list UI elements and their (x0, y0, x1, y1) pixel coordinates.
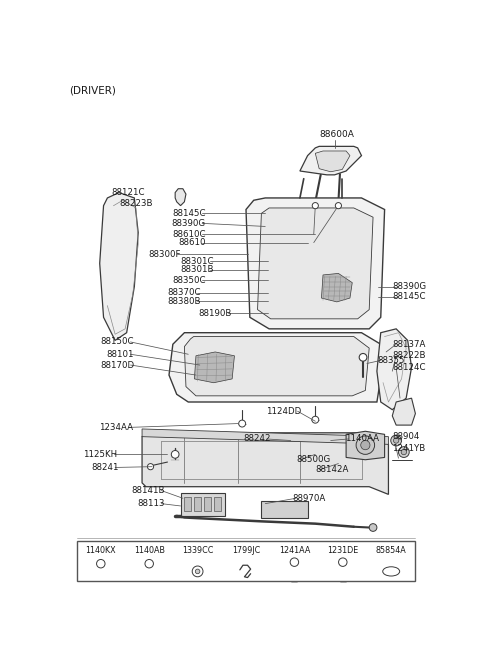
Polygon shape (184, 337, 369, 396)
Text: 1234AA: 1234AA (99, 423, 133, 432)
Polygon shape (377, 329, 411, 409)
Text: 1140KX: 1140KX (85, 546, 116, 555)
Circle shape (336, 202, 341, 209)
Polygon shape (175, 189, 186, 206)
Bar (193, 496, 201, 510)
Text: 88101: 88101 (107, 350, 134, 359)
Text: 88380B: 88380B (168, 297, 201, 306)
Polygon shape (315, 151, 350, 172)
Circle shape (338, 558, 347, 567)
Text: 1799JC: 1799JC (232, 546, 260, 555)
Text: 88390G: 88390G (392, 282, 426, 291)
Polygon shape (194, 352, 234, 383)
Circle shape (369, 523, 377, 531)
Circle shape (359, 354, 367, 361)
Text: 88970A: 88970A (292, 494, 325, 503)
Text: 88610C: 88610C (172, 230, 206, 238)
Text: 85854A: 85854A (376, 546, 407, 555)
Circle shape (398, 447, 409, 457)
Circle shape (145, 559, 154, 568)
Text: 88600A: 88600A (319, 130, 354, 139)
Polygon shape (346, 431, 384, 460)
Polygon shape (100, 193, 138, 341)
Text: 88500G: 88500G (296, 455, 330, 464)
Bar (180, 493, 225, 516)
Text: 88222B: 88222B (392, 351, 426, 360)
Circle shape (312, 416, 319, 423)
Text: 88904: 88904 (392, 432, 420, 441)
Circle shape (147, 464, 154, 470)
Circle shape (239, 420, 246, 427)
Circle shape (195, 569, 200, 574)
Text: 88124C: 88124C (392, 363, 426, 372)
Polygon shape (322, 273, 352, 302)
Text: 88355: 88355 (377, 356, 404, 365)
Circle shape (192, 566, 203, 577)
Bar (204, 496, 211, 510)
Text: 88301C: 88301C (180, 257, 214, 265)
Text: 88370C: 88370C (168, 288, 201, 297)
Text: 88242: 88242 (243, 434, 271, 443)
Text: 88190B: 88190B (199, 309, 232, 318)
Text: 88610: 88610 (179, 238, 206, 247)
Polygon shape (169, 333, 383, 402)
Text: 88170D: 88170D (100, 360, 134, 369)
Text: 1124DD: 1124DD (266, 407, 301, 416)
Text: 1140AA: 1140AA (345, 434, 379, 443)
Text: 1339CC: 1339CC (182, 546, 213, 555)
Text: 88121C: 88121C (111, 188, 145, 197)
Polygon shape (300, 146, 361, 175)
Circle shape (361, 441, 370, 450)
Text: 88301B: 88301B (180, 265, 214, 274)
Polygon shape (246, 198, 384, 329)
Text: 88223B: 88223B (119, 199, 153, 208)
Circle shape (401, 449, 407, 455)
Text: 88150C: 88150C (101, 337, 134, 346)
Text: 88142A: 88142A (315, 465, 348, 474)
Ellipse shape (383, 567, 400, 576)
Text: 88145C: 88145C (172, 209, 206, 218)
Circle shape (394, 438, 399, 443)
Text: (DRIVER): (DRIVER) (69, 86, 116, 96)
Text: 88141B: 88141B (132, 486, 165, 495)
Circle shape (290, 558, 299, 567)
Bar (262, 500, 308, 517)
Text: 88145C: 88145C (392, 292, 426, 301)
Circle shape (312, 202, 318, 209)
Polygon shape (142, 433, 388, 495)
Circle shape (171, 451, 179, 458)
Text: 88300F: 88300F (148, 250, 180, 259)
Circle shape (391, 435, 402, 446)
Circle shape (96, 559, 105, 568)
Text: 88241: 88241 (92, 463, 119, 472)
Text: 1241AA: 1241AA (279, 546, 310, 555)
Bar (184, 496, 191, 510)
Text: 1125KH: 1125KH (84, 450, 118, 459)
Text: 1241YB: 1241YB (392, 443, 426, 453)
Text: 88113: 88113 (138, 499, 165, 508)
Circle shape (356, 436, 374, 455)
Text: 1140AB: 1140AB (134, 546, 165, 555)
Text: 88390G: 88390G (172, 219, 206, 228)
Bar (214, 496, 221, 510)
Polygon shape (392, 398, 415, 425)
Text: 88137A: 88137A (392, 340, 426, 348)
Bar (77, 540, 415, 582)
Polygon shape (142, 429, 388, 444)
Text: 88350C: 88350C (172, 276, 206, 285)
Polygon shape (258, 208, 373, 319)
Text: 1231DE: 1231DE (327, 546, 359, 555)
